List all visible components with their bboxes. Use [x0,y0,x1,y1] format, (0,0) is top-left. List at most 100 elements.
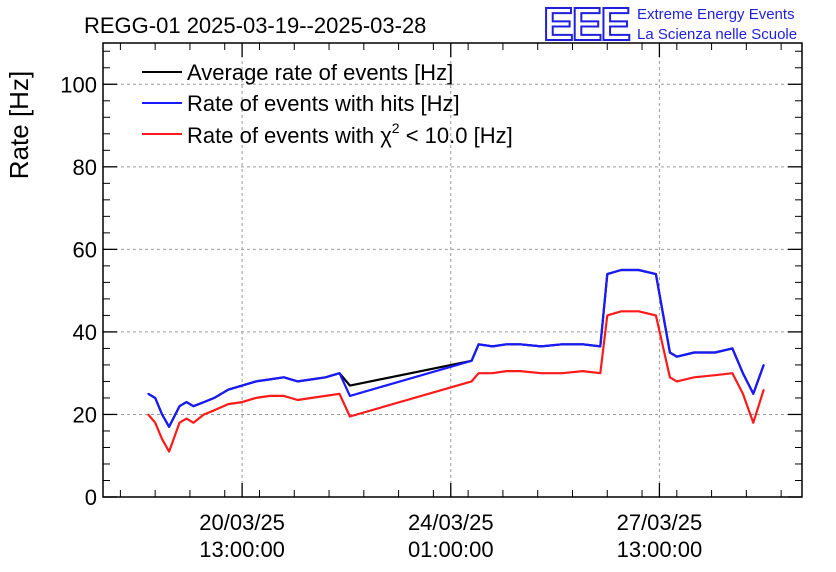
legend-chi2-suffix: < 10.0 [Hz] [400,123,513,148]
series-point [283,376,285,379]
series-point [296,380,299,383]
x-tick-date: 24/03/25 [408,510,494,535]
y-axis-label: Rate [Hz] [4,71,34,179]
eee-logo-mark: EEE [543,0,629,50]
legend-chi-symbol: χ [380,123,392,148]
series-point [310,397,313,399]
series-point [227,403,229,405]
series-point [227,388,229,391]
series-point [470,380,473,383]
grid-lines [103,43,802,497]
series-point [505,343,508,346]
series-point [296,399,299,401]
series-point [714,374,716,377]
series-point [241,401,243,403]
legend-chi-exponent: 2 [392,120,400,136]
series-point [477,372,480,375]
series-point [185,417,188,420]
series-point [599,372,602,375]
series-point [310,378,313,381]
plot-frame [102,42,803,498]
series-point [168,426,170,428]
series-point [269,395,271,397]
series-point [338,393,341,395]
series-point [731,372,734,375]
eee-logo: EEE Extreme Energy Events La Scienza nel… [542,0,797,51]
series-point [255,397,257,399]
x-tick-time: 13:00:00 [199,537,285,562]
y-tick-label: 20 [73,402,97,427]
series-point [185,401,188,403]
series-point [637,310,640,313]
series-point [637,269,640,271]
series-point [192,421,195,424]
series-point [477,343,480,346]
series-point [161,438,163,441]
series-point [168,450,170,453]
series-point [676,355,678,358]
axes: 02040608010020/03/2513:00:0024/03/2501:0… [60,43,802,562]
series-point [147,393,149,395]
series-line-hits [147,268,765,428]
series-point [620,269,622,271]
series-point [338,372,341,375]
y-tick-label: 40 [73,320,97,345]
series-point [519,370,522,372]
series-point [154,421,156,424]
eee-logo-line1: Extreme Energy Events [637,6,795,23]
legend-label-chi2: Rate of events with χ2 < 10.0 [Hz] [187,120,513,148]
series-point [762,388,765,391]
series-point [491,372,494,375]
series-point [349,415,351,418]
series-point [669,376,671,379]
series-point [283,395,285,397]
series-point [606,273,609,275]
eee-logo-line2: La Scienza nelle Scuole [637,26,797,43]
series-point [147,413,149,416]
series-point [324,376,327,379]
legend-label-hits: Rate of events with hits [Hz] [187,91,460,116]
y-tick-label: 60 [73,237,97,262]
series-point [669,351,671,354]
series-point [269,378,271,381]
series-point [349,384,351,387]
series-point [676,380,678,383]
series-point [752,393,755,395]
series-point [762,364,765,366]
series-point [693,376,695,379]
series-point [582,343,584,346]
series-point [161,413,163,416]
series-line-chi2 [147,310,765,453]
y-tick-label: 100 [60,72,97,97]
series-point [655,314,657,317]
series-point [178,421,181,424]
series-point [154,397,156,399]
series-point [324,395,327,397]
series-point [655,273,657,275]
series-point [540,345,542,348]
series-point [519,343,522,346]
x-tick-time: 13:00:00 [617,537,703,562]
series-point [742,372,744,375]
x-tick-date: 20/03/25 [199,510,285,535]
y-tick-label: 80 [73,155,97,180]
series-lines [147,268,765,453]
series-point [470,360,473,362]
series-point [693,351,695,354]
series-point [731,347,734,350]
series-point [606,314,609,317]
chart-title: REGG-01 2025-03-19--2025-03-28 [84,13,426,38]
series-point [491,345,494,348]
series-point [505,370,508,372]
x-tick-time: 01:00:00 [408,537,494,562]
legend-label-average: Average rate of events [Hz] [187,60,453,85]
series-point [178,405,181,408]
series-point [213,409,216,412]
series-point [192,405,195,408]
x-tick-date: 27/03/25 [617,510,703,535]
series-point [540,372,542,375]
series-point [599,345,602,348]
series-point [742,393,744,395]
series-point [714,351,716,354]
